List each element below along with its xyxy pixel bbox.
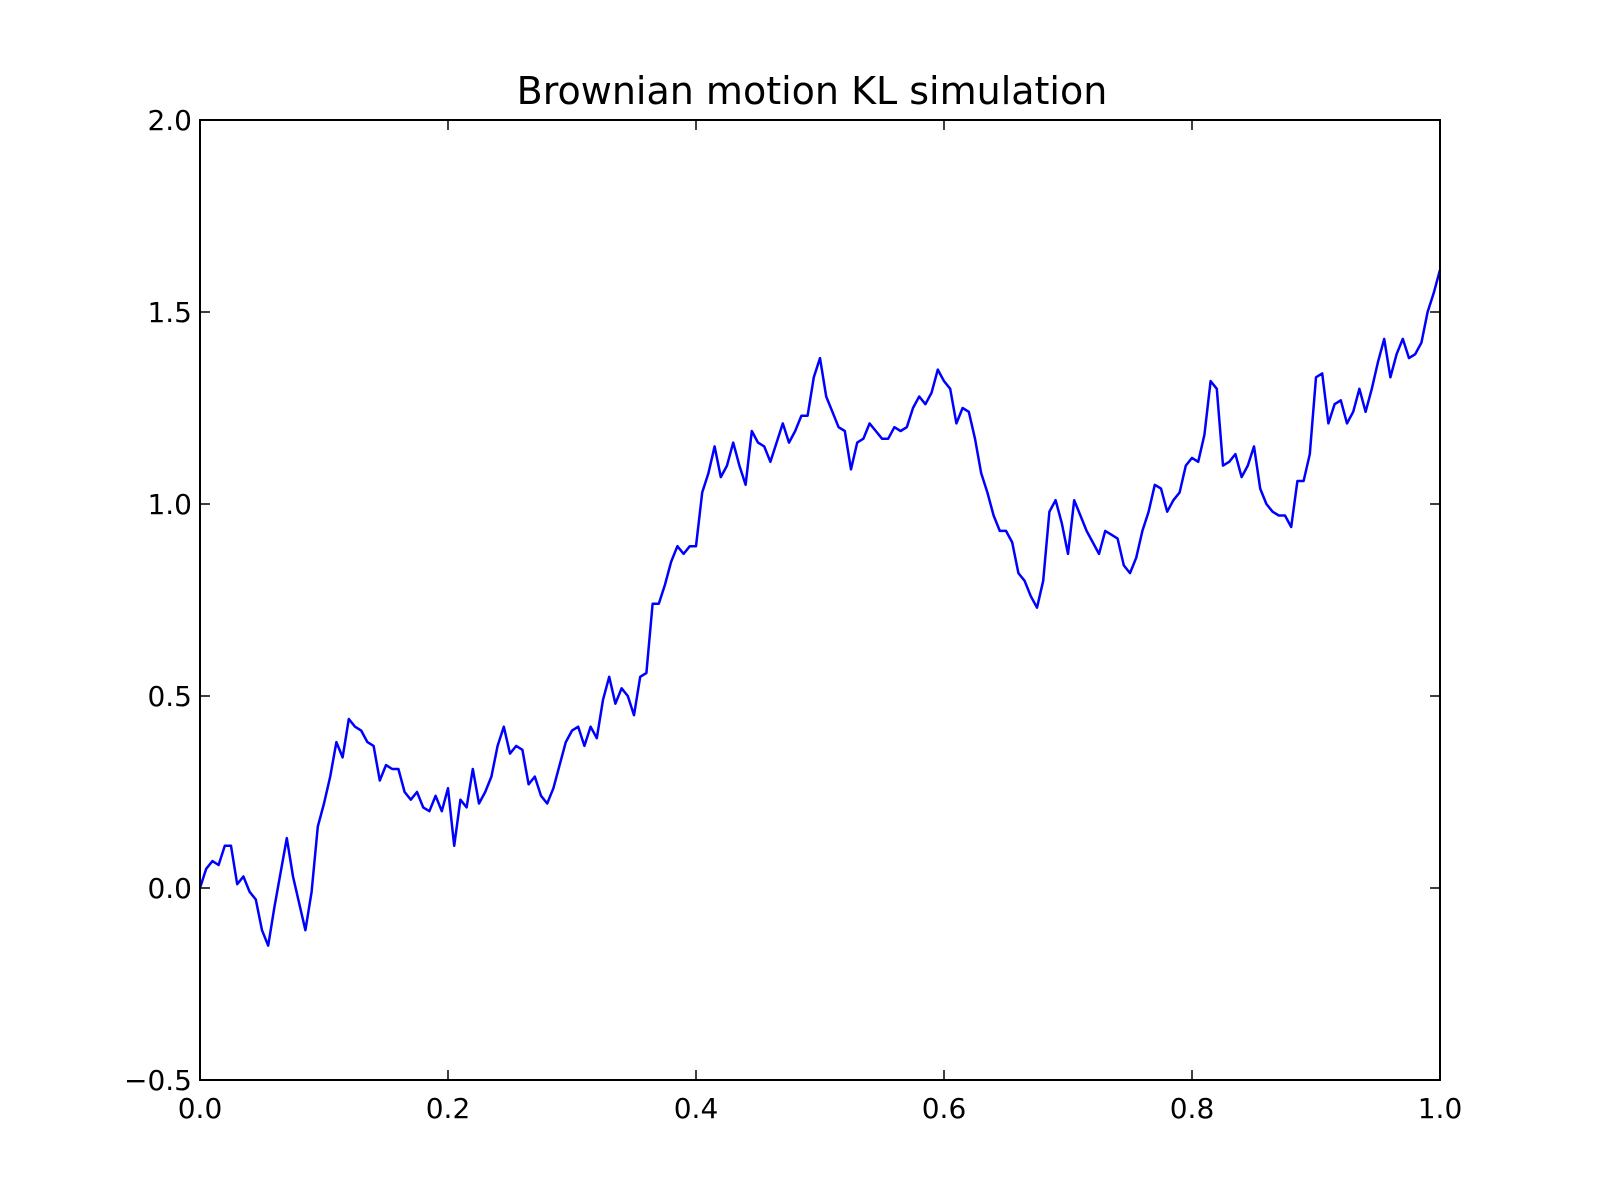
axis-ticks [199, 119, 1441, 1081]
axis-tick-labels: 0.0 0.2 0.4 0.6 0.8 1.0−0.50.00.51.01.52.0 [124, 104, 1462, 1125]
x-tick-label: 0.8 [1170, 1092, 1215, 1125]
x-tick-label: 0.6 [922, 1092, 967, 1125]
y-tick-label: 2.0 [147, 104, 192, 137]
x-tick-label: 0.4 [674, 1092, 719, 1125]
series-line [198, 269, 1442, 947]
plot-area-frame [199, 119, 1441, 1081]
y-tick-label: 0.5 [147, 680, 192, 713]
chart-title: Brownian motion KL simulation [517, 69, 1108, 113]
y-tick-label: 1.5 [147, 296, 192, 329]
x-tick-label: 0.0 [178, 1092, 223, 1125]
x-tick-label: 1.0 [1418, 1092, 1463, 1125]
y-tick-label: 0.0 [147, 872, 192, 905]
y-tick-label: −0.5 [124, 1064, 192, 1097]
y-tick-label: 1.0 [147, 488, 192, 521]
x-tick-label: 0.2 [426, 1092, 471, 1125]
